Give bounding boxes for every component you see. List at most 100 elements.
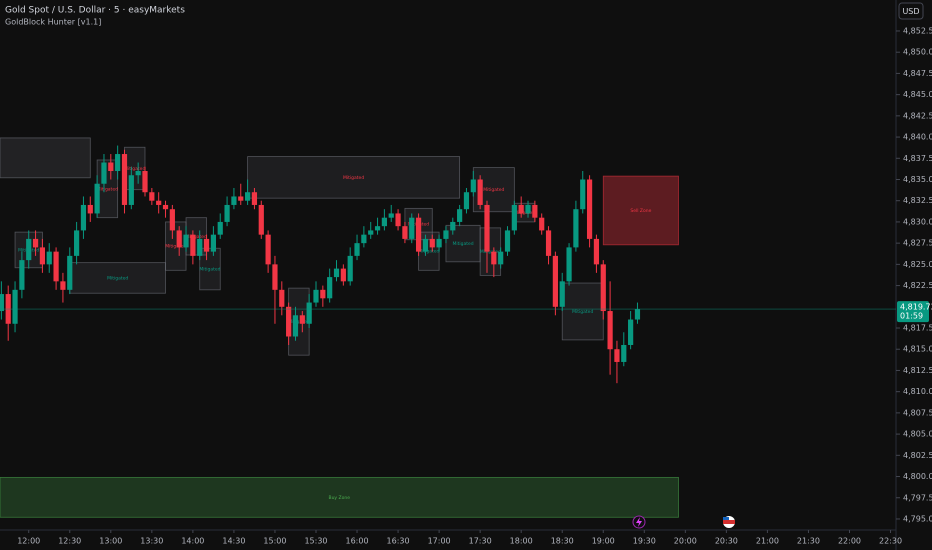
candle-body xyxy=(511,204,517,231)
zone xyxy=(0,476,679,518)
y-tick-label: 4,807.50 xyxy=(903,408,932,417)
x-tick-label: 13:30 xyxy=(140,537,163,546)
x-tick-label: 12:00 xyxy=(17,537,40,546)
candle-body xyxy=(422,238,429,252)
candle-body xyxy=(183,234,189,248)
candle-body xyxy=(593,238,600,265)
candle-body xyxy=(46,251,52,265)
candle-body xyxy=(299,315,305,324)
candle-body xyxy=(457,209,463,222)
y-tick-label: 4,797.50 xyxy=(903,493,932,502)
y-tick-label: 4,850.00 xyxy=(903,48,932,57)
candle-body xyxy=(258,204,264,235)
x-tick-label: 22:30 xyxy=(879,537,902,546)
candle-body xyxy=(320,289,326,299)
candle-body xyxy=(190,234,196,256)
zone xyxy=(199,247,221,291)
x-tick-label: 17:00 xyxy=(428,537,451,546)
candle-body xyxy=(361,234,367,244)
candle-body xyxy=(333,268,340,278)
candle-body xyxy=(340,268,346,282)
y-tick-label: 4,852.50 xyxy=(903,26,932,35)
x-tick-label: 15:30 xyxy=(304,537,327,546)
candle-body xyxy=(532,204,538,218)
candle-body xyxy=(607,311,613,350)
x-tick-label: 15:00 xyxy=(263,537,286,546)
candle-body xyxy=(327,277,333,299)
candle-body xyxy=(600,264,606,312)
y-tick-label: 4,840.00 xyxy=(903,133,932,142)
x-tick-label: 20:00 xyxy=(674,537,697,546)
candle-body xyxy=(162,204,169,210)
candle-body xyxy=(142,171,148,193)
event-icon[interactable] xyxy=(636,517,642,527)
y-tick-label: 4,845.00 xyxy=(903,90,932,99)
candle-body xyxy=(244,192,251,201)
x-tick-label: 18:30 xyxy=(551,537,574,546)
zone-label: Sell Zone xyxy=(630,208,651,214)
candle-body xyxy=(292,315,299,337)
candle-body xyxy=(539,217,545,231)
candle-body xyxy=(504,230,511,252)
candle-body xyxy=(265,234,271,265)
y-tick-label: 4,815.00 xyxy=(903,345,932,354)
zone-label: Mitigated xyxy=(418,249,439,255)
candle-body xyxy=(415,217,422,252)
candle-body xyxy=(217,221,223,235)
candle-body xyxy=(573,209,579,248)
candle-body xyxy=(60,281,66,290)
candle-body xyxy=(552,255,558,307)
candle-body xyxy=(121,154,128,205)
zone-label: Mitigated xyxy=(165,244,186,250)
candle-body xyxy=(286,306,292,337)
zone-label: Mitigated xyxy=(343,175,364,181)
candle-body xyxy=(224,204,230,222)
zone xyxy=(561,282,604,341)
candle-body xyxy=(231,196,237,205)
zone-label: Mitigated xyxy=(514,210,535,216)
candle-body xyxy=(525,204,531,214)
candle-body xyxy=(436,238,442,248)
candle-body xyxy=(347,255,353,282)
zone-label: Buy Zone xyxy=(328,495,350,501)
zone-label: Mitigated xyxy=(107,275,128,281)
x-tick-label: 16:00 xyxy=(346,537,369,546)
candle-body xyxy=(135,171,141,176)
y-tick-label: 4,822.50 xyxy=(903,281,932,290)
candle-body xyxy=(381,217,387,227)
candle-body xyxy=(12,289,18,324)
zone-label: Mitigated xyxy=(124,166,145,172)
candle-body xyxy=(53,251,59,282)
price-tag-value: 4,819.73 xyxy=(900,303,932,312)
candle-body xyxy=(614,349,620,362)
y-tick-label: 4,810.00 xyxy=(903,387,932,396)
currency-button[interactable] xyxy=(898,2,924,20)
y-tick-label: 4,847.50 xyxy=(903,69,932,78)
x-tick-label: 21:00 xyxy=(756,537,779,546)
y-tick-label: 4,837.50 xyxy=(903,154,932,163)
candle-body xyxy=(518,204,524,214)
zone-label: Mitigated xyxy=(480,249,501,255)
candle-body xyxy=(409,217,415,239)
flag-icon xyxy=(723,520,735,524)
indicator-name: GoldBlock Hunter [v1.1] xyxy=(5,18,101,27)
x-tick-label: 14:00 xyxy=(181,537,204,546)
candle-body xyxy=(566,247,572,282)
currency-label[interactable]: USD xyxy=(902,7,919,16)
candle-body xyxy=(251,192,258,205)
y-tick-label: 4,825.00 xyxy=(903,260,932,269)
candle-body xyxy=(491,251,497,265)
candle-body xyxy=(210,234,216,252)
candle-body xyxy=(0,294,4,312)
candle-body xyxy=(628,319,634,345)
zone-label: Mitigated xyxy=(186,234,207,240)
chart-title: Gold Spot / U.S. Dollar · 5 · easyMarket… xyxy=(5,6,185,16)
candle-body xyxy=(87,204,93,214)
y-tick-label: 4,802.50 xyxy=(903,451,932,460)
candle-body xyxy=(108,162,114,172)
candle-body xyxy=(39,247,46,265)
candle-body xyxy=(545,230,552,256)
candle-body xyxy=(374,226,381,231)
candle-body xyxy=(115,154,121,172)
